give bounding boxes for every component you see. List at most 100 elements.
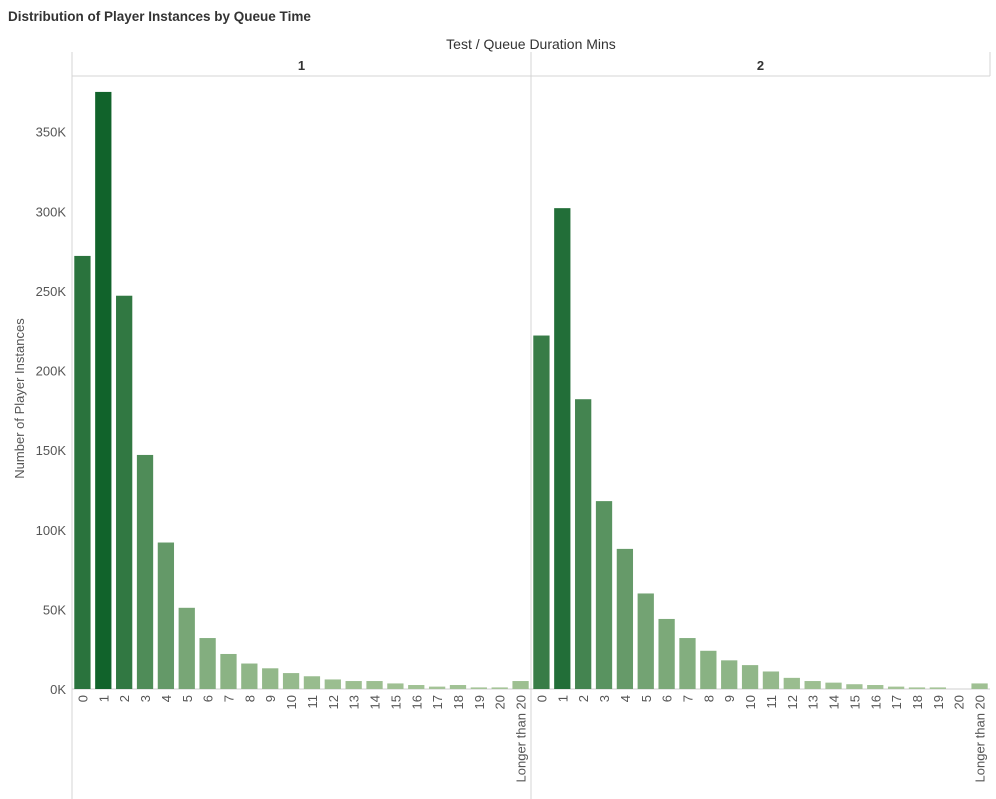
x-tick-label: 13 (347, 695, 362, 709)
bar-panel2-17 (887, 686, 905, 689)
bar-panel1-13 (345, 681, 362, 689)
bar-panel1-6 (199, 638, 216, 689)
bar-panel2-5 (637, 593, 654, 689)
y-tick-label: 0K (50, 682, 66, 697)
bar-panel1-12 (324, 679, 341, 689)
column-header: Test / Queue Duration Mins (446, 36, 616, 52)
bar-panel2-7 (679, 638, 696, 689)
x-tick-label: 14 (368, 695, 383, 709)
x-tick-label: 12 (785, 695, 800, 709)
bar-panel1-8 (241, 663, 258, 689)
y-tick-label: 300K (36, 204, 67, 219)
bar-panel2-18 (908, 687, 926, 689)
bar-panel2-3 (595, 501, 613, 689)
x-tick-label: 11 (764, 695, 779, 709)
x-tick-label: 14 (827, 695, 842, 709)
x-tick-label: 1 (96, 695, 111, 702)
y-axis-title: Number of Player Instances (12, 318, 27, 479)
x-tick-label: 0 (75, 695, 90, 702)
x-tick-label: 16 (409, 695, 424, 709)
x-tick-label: 10 (284, 695, 299, 709)
bar-panel1-17 (428, 686, 446, 689)
x-tick-label: 6 (201, 695, 216, 702)
bar-panel1-19 (470, 687, 487, 689)
x-tick-label: 4 (159, 695, 174, 702)
x-tick-label: 3 (138, 695, 153, 702)
x-tick-label: 8 (701, 695, 716, 702)
bar-panel1-11 (303, 676, 321, 689)
bar-panel2-0 (533, 335, 550, 689)
x-tick-label: 15 (847, 695, 862, 709)
bar-panel2-16 (867, 685, 884, 689)
bar-panel2-19 (929, 687, 946, 689)
x-tick-label: 2 (576, 695, 591, 702)
x-tick-label: 9 (263, 695, 278, 702)
bar-panel1-20 (491, 687, 508, 689)
bar-panel2-8 (700, 650, 717, 689)
bar-panel1-3 (136, 454, 154, 689)
x-tick-label: 5 (180, 695, 195, 702)
y-tick-label: 200K (36, 364, 67, 379)
bar-panel1-10 (282, 673, 300, 689)
bar-panel1-1 (95, 91, 112, 690)
bar-panel1-9 (262, 668, 279, 689)
x-tick-label: 2 (117, 695, 132, 702)
bar-panel1-18 (449, 685, 467, 689)
bar-panel1-16 (408, 685, 425, 689)
bar-panel2-15 (846, 684, 863, 689)
x-tick-label: 13 (806, 695, 821, 709)
bar-panel2-1 (554, 208, 571, 689)
x-tick-label: 12 (326, 695, 341, 709)
x-tick-label: 15 (388, 695, 403, 709)
x-tick-label: 7 (221, 695, 236, 702)
x-tick-label: 11 (305, 695, 320, 709)
x-tick-label: 3 (597, 695, 612, 702)
bar-panel1-longer-than-20 (512, 681, 529, 689)
x-tick-label: 20 (952, 695, 967, 709)
bar-panel2-11 (762, 671, 780, 689)
bar-panel2-12 (783, 677, 800, 689)
bar-panel2-longer-than-20 (971, 683, 988, 689)
y-tick-label: 150K (36, 443, 67, 458)
x-tick-label: 18 (910, 695, 925, 709)
x-tick-label: 4 (618, 695, 633, 702)
x-tick-label: 5 (639, 695, 654, 702)
bar-panel2-13 (804, 681, 821, 689)
bar-panel1-2 (116, 295, 133, 689)
bar-panel1-7 (220, 653, 237, 689)
y-tick-label: 350K (36, 125, 67, 140)
x-tick-label: 6 (660, 695, 675, 702)
chart-title: Distribution of Player Instances by Queu… (8, 9, 311, 24)
bar-panel2-14 (825, 682, 842, 689)
y-tick-label: 50K (43, 602, 66, 617)
bar-panel2-2 (575, 399, 592, 689)
bar-panel2-6 (658, 618, 675, 689)
x-tick-label: 17 (889, 695, 904, 709)
x-tick-label: 18 (451, 695, 466, 709)
bar-panel2-9 (721, 660, 738, 689)
panel-header-1: 1 (298, 58, 305, 73)
x-tick-label: Longer than 20 (514, 695, 529, 782)
x-tick-label: 8 (242, 695, 257, 702)
x-tick-label: 19 (931, 695, 946, 709)
panel-header-2: 2 (757, 58, 764, 73)
bar-panel2-10 (741, 665, 759, 689)
bar-panel1-14 (366, 681, 383, 689)
bar-panel1-4 (157, 542, 175, 689)
x-tick-label: 0 (534, 695, 549, 702)
x-tick-label: 19 (472, 695, 487, 709)
bar-panel1-0 (74, 255, 91, 689)
x-tick-label: 7 (680, 695, 695, 702)
bar-panel1-15 (387, 683, 404, 689)
x-tick-label: 1 (555, 695, 570, 702)
x-tick-label: 17 (430, 695, 445, 709)
x-tick-label: 9 (722, 695, 737, 702)
bar-panel2-4 (616, 548, 634, 689)
x-tick-label: Longer than 20 (973, 695, 988, 782)
y-tick-label: 250K (36, 284, 67, 299)
x-tick-label: 20 (493, 695, 508, 709)
x-tick-label: 10 (743, 695, 758, 709)
y-tick-label: 100K (36, 523, 67, 538)
bar-panel1-5 (178, 607, 195, 689)
